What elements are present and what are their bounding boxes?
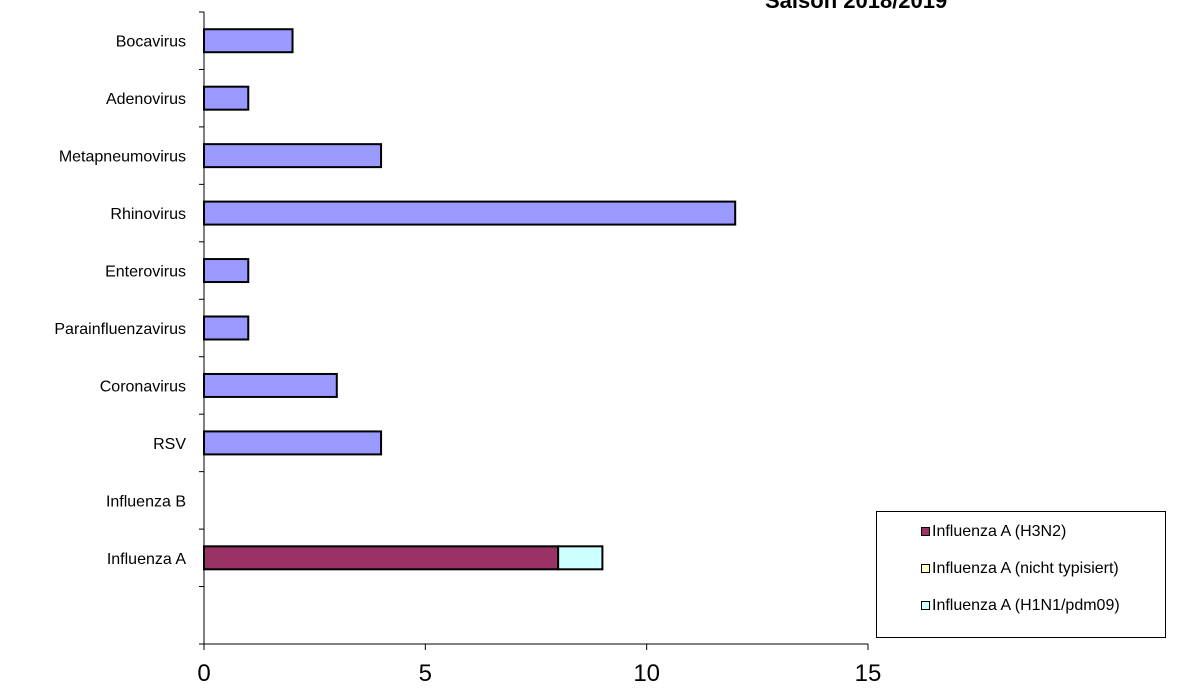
- bar-metapneumovirus-series-0: [203, 143, 383, 169]
- bar-influenza-a-series-1: [203, 545, 560, 571]
- bar-coronavirus-series-0: [203, 372, 338, 398]
- y-tick-label-rhinovirus: Rhinovirus: [110, 206, 186, 223]
- x-tick-label-15: 15: [855, 660, 882, 687]
- legend-label-nicht-typisiert: Influenza A (nicht typisiert): [932, 560, 1119, 577]
- bar-rsv-series-0: [203, 430, 383, 456]
- bar-parainfluenzavirus-series-0: [203, 315, 250, 341]
- y-tick-label-coronavirus: Coronavirus: [100, 378, 186, 395]
- bar-influenza-a-series-3: [557, 545, 604, 571]
- y-tick-label-metapneumovirus: Metapneumovirus: [59, 149, 186, 166]
- x-tick-label-0: 0: [197, 660, 210, 687]
- y-tick-label-parainfluenzavirus: Parainfluenzavirus: [54, 321, 186, 338]
- bar-rhinovirus-series-0: [203, 200, 737, 226]
- y-tick-label-influenza-b: Influenza B: [106, 493, 186, 510]
- y-tick-label-influenza-a: Influenza A: [107, 551, 187, 568]
- legend-label-h3n2: Influenza A (H3N2): [932, 523, 1067, 540]
- chart-title: Saison 2018/2019: [765, 0, 948, 13]
- y-tick-label-rsv: RSV: [153, 436, 186, 453]
- legend-label-h1n1: Influenza A (H1N1/pdm09): [932, 597, 1120, 614]
- x-tick-label-5: 5: [419, 660, 432, 687]
- y-tick-label-bocavirus: Bocavirus: [116, 34, 186, 51]
- bar-bocavirus-series-0: [203, 28, 294, 54]
- legend-swatch-h3n2: [921, 527, 930, 536]
- x-tick-label-10: 10: [633, 660, 660, 687]
- legend-swatch-nicht-typisiert: [921, 564, 930, 573]
- y-tick-label-enterovirus: Enterovirus: [105, 264, 186, 281]
- bar-enterovirus-series-0: [203, 258, 250, 284]
- legend: Influenza A (H3N2) Influenza A (nicht ty…: [876, 511, 1166, 638]
- bar-adenovirus-series-0: [203, 85, 250, 111]
- legend-swatch-h1n1: [921, 601, 930, 610]
- y-tick-label-adenovirus: Adenovirus: [106, 91, 186, 108]
